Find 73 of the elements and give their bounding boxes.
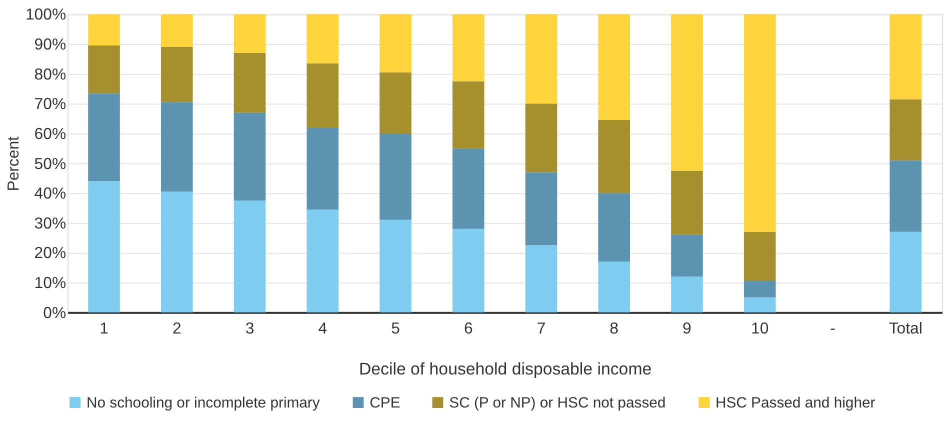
x-tick-label: 2	[172, 320, 182, 338]
bar	[380, 220, 412, 312]
bar	[890, 160, 922, 232]
bar	[525, 14, 558, 104]
bar	[160, 192, 193, 312]
bar	[890, 14, 922, 100]
bar	[671, 234, 703, 277]
bar	[671, 14, 703, 171]
bar	[452, 14, 484, 82]
y-tick-label: 90%	[34, 36, 66, 54]
bar	[160, 102, 193, 192]
bar	[671, 170, 703, 235]
legend-label: HSC Passed and higher	[715, 395, 876, 412]
bar	[88, 46, 120, 94]
bar	[452, 148, 484, 229]
bar	[598, 193, 630, 262]
x-tick-label: 10	[751, 320, 769, 338]
bar	[234, 14, 266, 53]
legend-label: CPE	[370, 395, 400, 412]
bar	[452, 81, 484, 148]
x-tick-label: 1	[100, 320, 109, 338]
x-tick-label: 6	[464, 320, 473, 338]
bar	[890, 99, 922, 160]
bar	[306, 14, 339, 64]
bar	[525, 172, 558, 246]
bar	[380, 72, 412, 134]
bar	[234, 52, 266, 113]
legend-label: No schooling or incomplete primary	[86, 395, 320, 412]
bar	[744, 297, 776, 312]
bar	[890, 232, 922, 312]
y-tick-label: 80%	[34, 66, 66, 84]
x-tick-label: 9	[682, 320, 692, 338]
bar	[744, 232, 776, 282]
bar	[744, 281, 776, 298]
bar	[306, 63, 339, 128]
y-tick-label: 50%	[34, 156, 66, 173]
bar	[306, 128, 339, 210]
y-tick-label: 0%	[43, 304, 66, 322]
y-tick-label: 10%	[34, 274, 66, 292]
bar	[380, 133, 412, 220]
x-tick-label: Total	[888, 320, 922, 338]
bar	[234, 112, 266, 201]
bar	[306, 209, 339, 312]
bar	[88, 181, 120, 312]
bar	[160, 14, 193, 48]
bar	[452, 228, 484, 312]
x-tick-label: 8	[610, 320, 619, 338]
y-tick-label: 60%	[34, 126, 66, 143]
x-tick-label: 3	[245, 320, 254, 338]
y-tick-label: 70%	[34, 96, 66, 114]
bar	[671, 276, 703, 312]
bar	[525, 245, 558, 312]
x-tick-label: 7	[536, 320, 546, 338]
x-tick-label: 4	[318, 320, 328, 338]
bar	[234, 200, 266, 312]
x-axis-title: Decile of household disposable income	[358, 359, 652, 378]
bar	[744, 14, 776, 232]
y-axis-title: Percent	[5, 136, 22, 192]
bar	[598, 262, 630, 312]
bar	[380, 14, 412, 72]
legend-label: SC (P or NP) or HSC not passed	[449, 395, 666, 412]
y-tick-label: 20%	[34, 245, 66, 262]
bar	[525, 104, 558, 172]
x-tick-label: -	[830, 320, 836, 338]
y-tick-label: 40%	[34, 186, 66, 203]
x-tick-label: 5	[391, 320, 400, 338]
bar	[88, 93, 120, 182]
bar	[598, 120, 630, 194]
y-tick-label: 30%	[34, 215, 66, 232]
y-tick-label: 100%	[25, 6, 66, 24]
bar	[598, 14, 630, 120]
bar	[88, 14, 120, 46]
bar	[160, 47, 193, 102]
